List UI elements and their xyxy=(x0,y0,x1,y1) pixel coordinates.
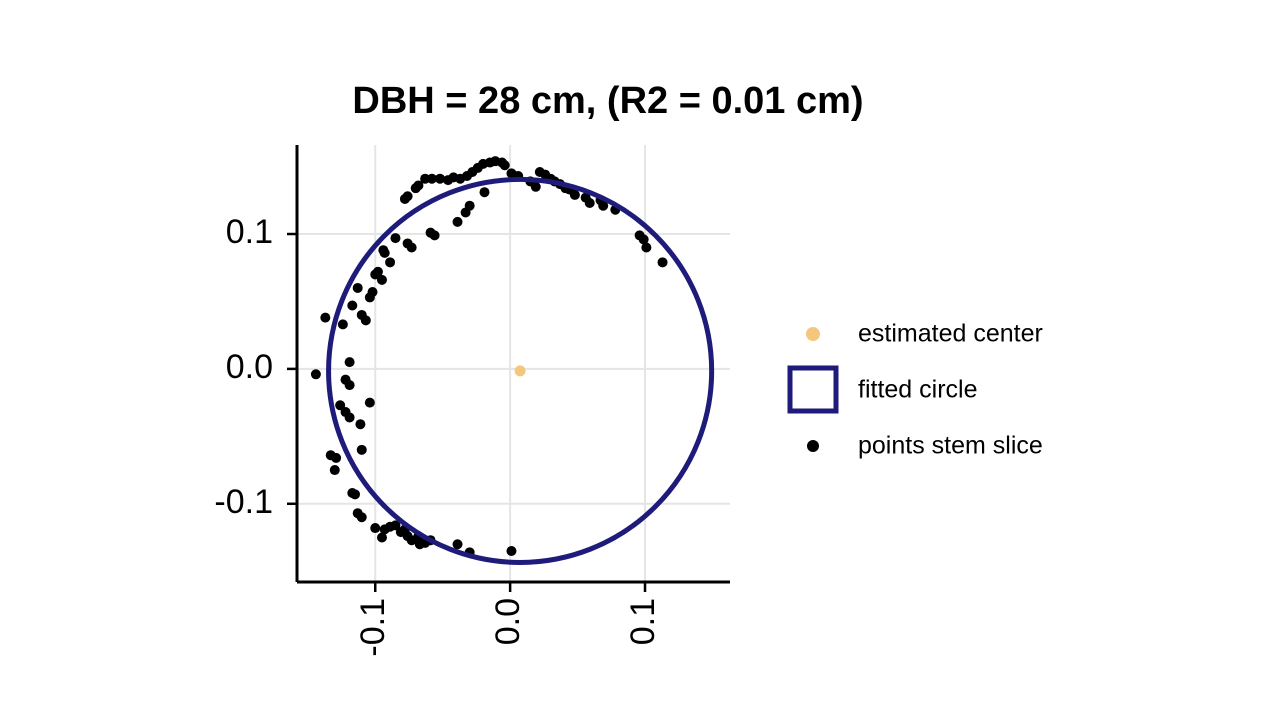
stem-point xyxy=(379,247,390,258)
stem-point xyxy=(350,489,361,500)
stem-point xyxy=(479,187,490,198)
stem-point xyxy=(638,234,649,245)
stem-point xyxy=(344,380,355,391)
legend-label: fitted circle xyxy=(858,376,977,404)
legend-symbol xyxy=(806,327,820,341)
stem-point xyxy=(367,287,378,298)
legend-label: points stem slice xyxy=(858,432,1043,460)
stem-point xyxy=(402,191,413,202)
x-tick-label: -0.1 xyxy=(354,598,392,657)
stem-point xyxy=(364,397,375,408)
stem-point xyxy=(347,300,358,311)
stem-point xyxy=(452,539,463,550)
stem-point xyxy=(390,520,401,531)
stem-point xyxy=(356,512,367,523)
stem-point xyxy=(355,419,366,430)
stem-point xyxy=(344,357,355,368)
stem-point xyxy=(598,200,609,211)
stem-point xyxy=(641,242,652,253)
stem-point xyxy=(376,532,387,543)
stem-point xyxy=(376,274,387,285)
stem-point xyxy=(335,400,346,411)
stem-point xyxy=(344,412,355,423)
y-tick-label: -0.1 xyxy=(214,483,273,521)
stem-point xyxy=(425,227,436,238)
y-tick-label: 0.1 xyxy=(226,213,273,251)
fitted-circle xyxy=(326,176,715,565)
y-tick-label: 0.0 xyxy=(226,348,273,386)
stem-point xyxy=(413,180,424,191)
stem-point xyxy=(329,465,340,476)
x-tick-label: 0.1 xyxy=(624,598,662,645)
legend-symbol xyxy=(787,365,839,414)
stem-point xyxy=(506,545,517,556)
stem-point xyxy=(402,238,413,249)
stem-point xyxy=(434,173,445,184)
legend-symbol xyxy=(807,440,819,452)
chart-title: DBH = 28 cm, (R2 = 0.01 cm) xyxy=(352,80,863,122)
stem-point xyxy=(370,269,381,280)
x-tick-label: 0.0 xyxy=(489,598,527,645)
stem-point xyxy=(426,173,437,184)
stem-point xyxy=(452,216,463,227)
stem-point xyxy=(390,233,401,244)
legend-label: estimated center xyxy=(858,320,1043,348)
stem-point xyxy=(499,160,510,171)
stem-point xyxy=(331,452,342,463)
stem-point xyxy=(356,444,367,455)
stem-point xyxy=(352,282,363,293)
stem-point xyxy=(370,523,381,534)
stem-point xyxy=(320,312,331,323)
stem-point xyxy=(657,257,668,268)
stem-point xyxy=(337,319,348,330)
stem-point xyxy=(460,207,471,218)
stem-point xyxy=(530,181,541,192)
stem-point xyxy=(569,189,580,200)
stem-point xyxy=(360,315,371,326)
center-point xyxy=(514,365,526,377)
stem-point xyxy=(584,197,595,208)
stem-point xyxy=(310,369,321,380)
stem-point xyxy=(385,257,396,268)
